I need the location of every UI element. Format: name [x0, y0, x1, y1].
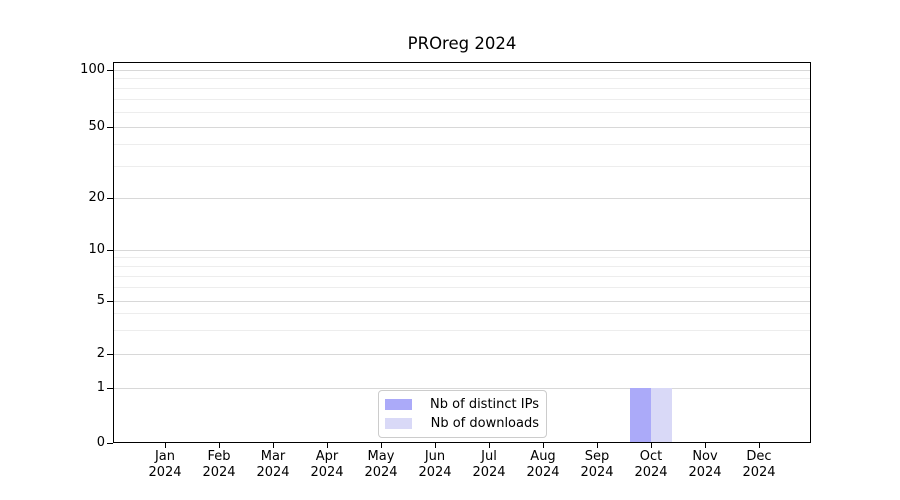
y-axis-tick: [107, 300, 113, 302]
y-axis-tick-label: 1: [96, 380, 105, 395]
bar-downloads: [651, 388, 672, 443]
x-axis-tick-label: Aug 2024: [526, 449, 560, 480]
y-axis-tick-label: 2: [96, 346, 105, 361]
x-axis-tick: [219, 443, 220, 448]
bar-distinct-ips: [630, 388, 651, 443]
minor-gridline: [114, 87, 810, 89]
x-axis-tick-label: May 2024: [364, 449, 398, 480]
x-axis-tick: [543, 443, 544, 448]
x-axis-tick-label: Feb 2024: [202, 449, 236, 480]
major-gridline: [114, 69, 810, 71]
y-axis-tick: [107, 387, 113, 389]
x-axis-tick: [273, 443, 274, 448]
x-axis-tick-label: Apr 2024: [310, 449, 344, 480]
y-axis-tick: [107, 353, 113, 355]
legend-label-distinct-ips: Nb of distinct IPs: [430, 397, 539, 412]
x-axis-tick-label: Jul 2024: [472, 449, 506, 480]
legend-item-distinct-ips: Nb of distinct IPs: [385, 397, 539, 412]
y-axis-tick: [107, 126, 113, 128]
x-axis-tick: [759, 443, 760, 448]
minor-gridline: [114, 287, 810, 289]
minor-gridline: [114, 330, 810, 332]
legend-swatch-downloads: [385, 418, 412, 429]
x-axis-tick-label: Mar 2024: [256, 449, 290, 480]
legend: Nb of distinct IPs Nb of downloads: [378, 390, 547, 438]
y-axis-tick: [107, 197, 113, 199]
y-axis-tick-label: 50: [88, 119, 105, 134]
plot-border: [113, 62, 811, 443]
minor-gridline: [114, 143, 810, 145]
chart-title: PROreg 2024: [407, 34, 517, 53]
minor-gridline: [114, 313, 810, 315]
y-axis-tick-label: 100: [80, 62, 105, 77]
legend-swatch-distinct-ips: [385, 399, 412, 410]
minor-gridline: [114, 166, 810, 168]
x-axis-tick-label: Jun 2024: [418, 449, 452, 480]
minor-gridline: [114, 265, 810, 267]
y-axis-tick: [107, 69, 113, 71]
major-gridline: [114, 249, 810, 251]
major-gridline: [114, 126, 810, 128]
y-axis-tick-label: 0: [96, 435, 105, 450]
major-gridline: [114, 353, 810, 355]
minor-gridline: [114, 98, 810, 100]
x-axis-tick-label: Nov 2024: [688, 449, 722, 480]
x-axis-tick: [435, 443, 436, 448]
x-axis-tick-label: Sep 2024: [580, 449, 614, 480]
minor-gridline: [114, 78, 810, 80]
y-axis-tick-label: 10: [88, 242, 105, 257]
x-axis-tick-label: Dec 2024: [742, 449, 776, 480]
major-gridline: [114, 300, 810, 302]
x-axis-tick-label: Oct 2024: [634, 449, 668, 480]
y-axis-tick-label: 20: [88, 190, 105, 205]
minor-gridline: [114, 111, 810, 113]
y-axis-tick: [107, 442, 113, 444]
minor-gridline: [114, 257, 810, 259]
x-axis-tick: [597, 443, 598, 448]
x-axis-tick-label: Jan 2024: [148, 449, 182, 480]
y-axis-tick-label: 5: [96, 293, 105, 308]
x-axis-tick: [165, 443, 166, 448]
major-gridline: [114, 387, 810, 389]
y-axis-tick: [107, 249, 113, 251]
x-axis-tick: [381, 443, 382, 448]
x-axis-tick: [705, 443, 706, 448]
x-axis-tick: [489, 443, 490, 448]
x-axis-tick: [651, 443, 652, 448]
major-gridline: [114, 197, 810, 199]
legend-label-downloads: Nb of downloads: [430, 416, 539, 431]
minor-gridline: [114, 275, 810, 277]
x-axis-tick: [327, 443, 328, 448]
legend-item-downloads: Nb of downloads: [385, 416, 539, 431]
